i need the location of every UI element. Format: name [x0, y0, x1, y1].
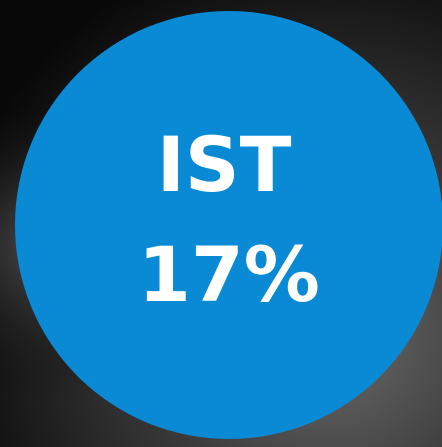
page: IST 17% (() => { const data = JSON.parse… — [0, 0, 442, 447]
badge-circle — [15, 11, 442, 439]
badge-label: IST — [157, 120, 292, 209]
badge-value: 17% — [138, 230, 320, 319]
badge-graphic: IST 17% — [0, 0, 442, 447]
